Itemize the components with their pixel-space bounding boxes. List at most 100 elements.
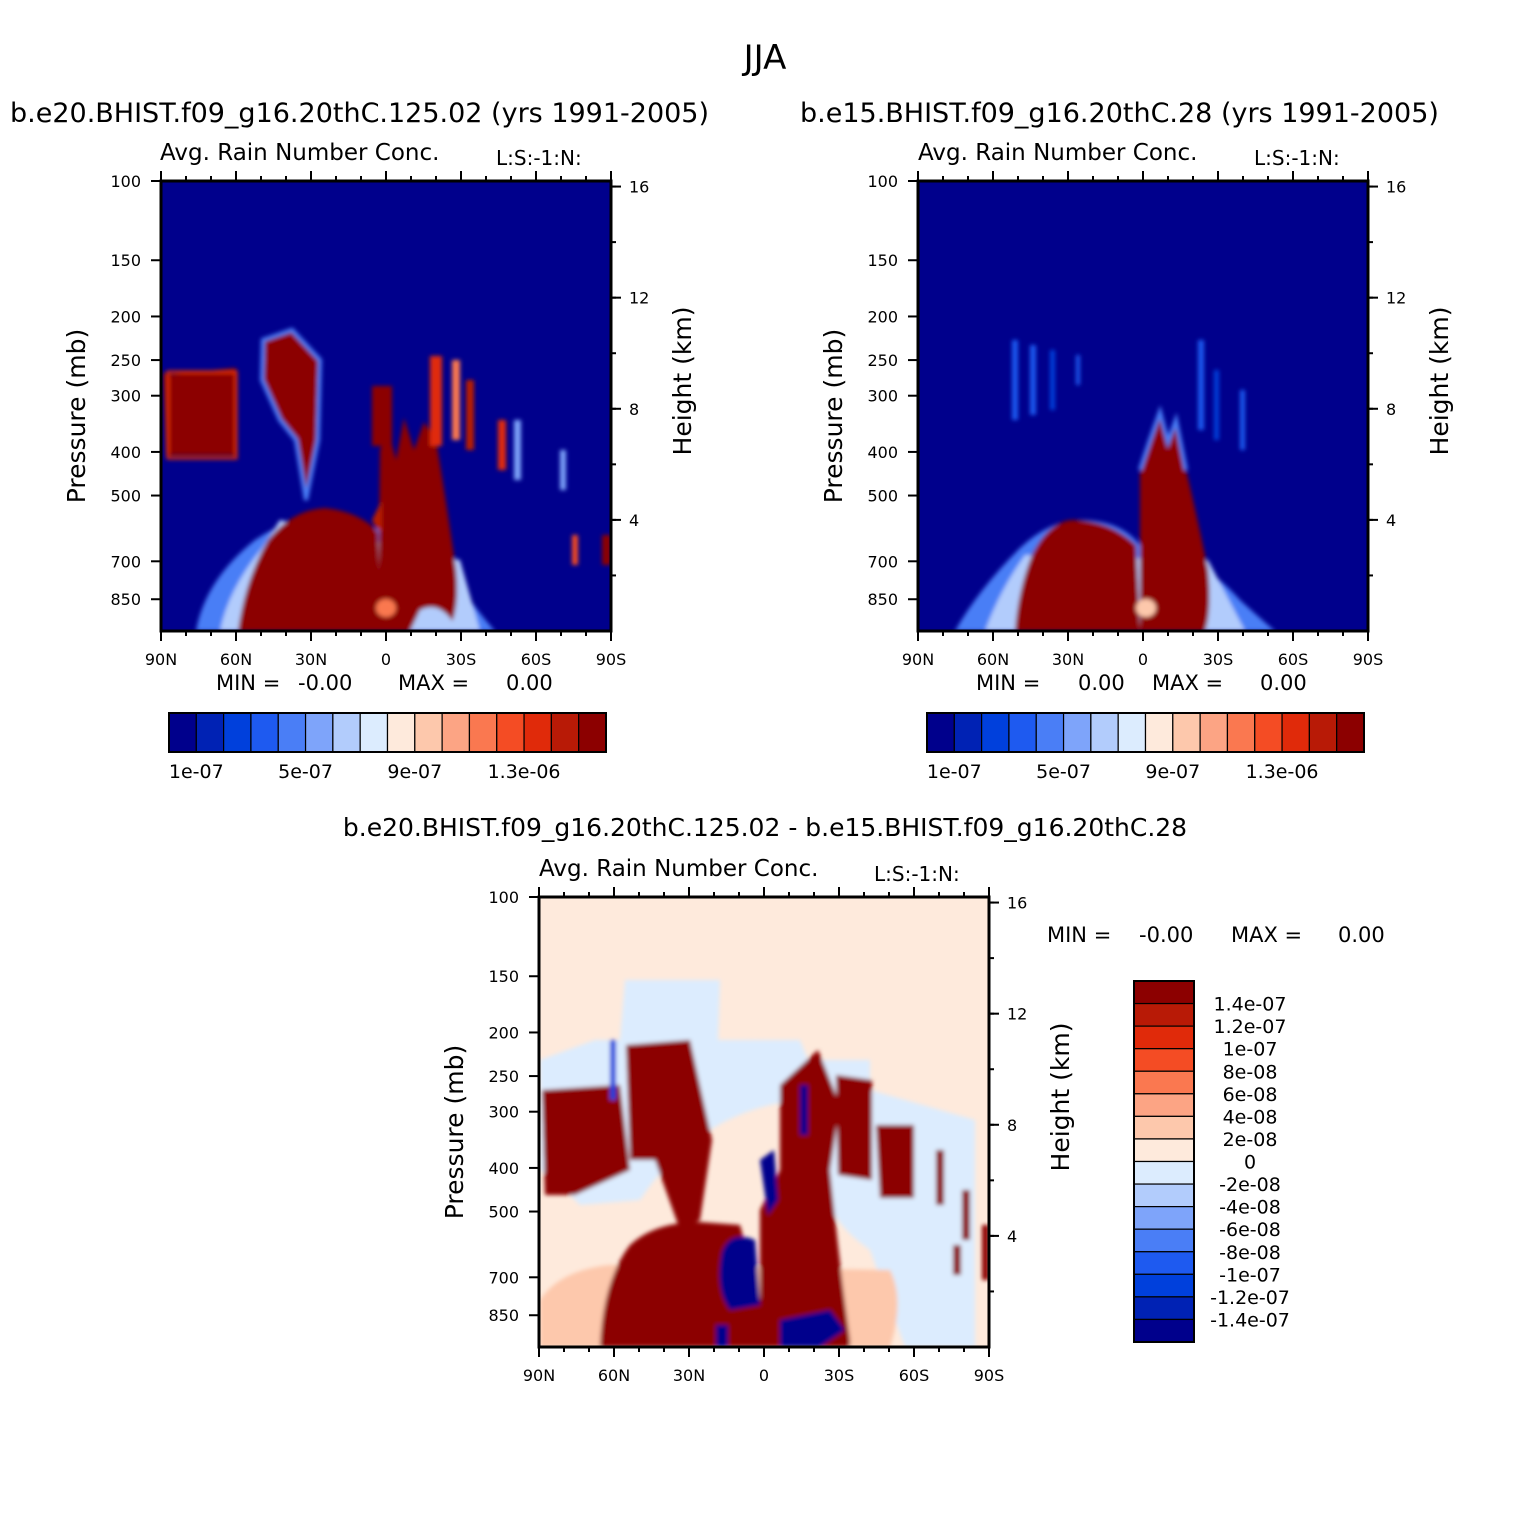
colorbar-box [1172,712,1201,753]
right-min-label: MIN = [976,671,1041,695]
colorbar-tick-label: 4e-08 [1223,1106,1278,1128]
colorbar-tick-label: 6e-08 [1223,1084,1278,1106]
right-y-tick-label: 100 [867,172,898,191]
colorbar-box [168,712,197,753]
right-y-tick-label: 250 [867,351,898,370]
colorbar-box [1308,712,1338,753]
colorbar-tick-label: 2e-08 [1223,1129,1278,1151]
right-y-tick-label: 700 [867,552,898,571]
colorbar-tick-label: -1e-07 [1219,1264,1281,1286]
left-case-title: b.e20.BHIST.f09_g16.20thC.125.02 (yrs 19… [10,98,710,129]
left-y-tick-label: 200 [110,307,141,326]
left-y2-axis-label: Height (km) [668,307,697,456]
colorbar-tick-label: -4e-08 [1219,1197,1281,1219]
colorbar-box [223,712,252,753]
left-max-value: 0.00 [506,671,553,695]
colorbar-tick-label: 1.4e-07 [1214,994,1287,1016]
left-y2-tick-label: 4 [629,511,639,530]
diff-y-tick-label: 300 [488,1103,519,1122]
left-min-value: -0.00 [298,671,353,695]
left-x-tick-label: 30N [295,650,327,669]
diff-case-title: b.e20.BHIST.f09_g16.20thC.125.02 - b.e15… [342,813,1188,842]
colorbar-box [1336,712,1365,753]
left-y2-tick-label: 8 [629,400,639,419]
diff-colorbar: 1.4e-071.2e-071e-078e-086e-084e-082e-080… [1133,980,1290,1343]
left-y-tick-label: 700 [110,552,141,571]
colorbar-box [277,712,307,753]
colorbar-box [1133,1070,1195,1095]
right-max-value: 0.00 [1260,671,1307,695]
colorbar-box [1133,980,1195,1005]
colorbar-tick-label: 1.2e-07 [1214,1016,1287,1038]
left-y-tick-label: 850 [110,590,141,609]
right-max-label: MAX = [1152,671,1224,695]
diff-y-tick-label: 250 [488,1067,519,1086]
left-corner-label: L:S:-1:N: [496,146,582,170]
colorbar-tick-label: 8e-08 [1223,1061,1278,1083]
right-y2-tick-label: 16 [1386,178,1406,197]
colorbar-box [926,712,955,753]
left-x-tick-label: 0 [381,650,391,669]
diff-max-label: MAX = [1231,923,1303,947]
right-x-tick-label: 0 [1138,650,1148,669]
right-x-tick-label: 30S [1203,650,1234,669]
left-y2-tick-label: 16 [629,178,649,197]
colorbar-tick-label: -6e-08 [1219,1219,1281,1241]
diff-field [539,897,989,1347]
left-max-label: MAX = [398,671,470,695]
colorbar-box [1281,712,1310,753]
colorbar-box [359,712,389,753]
diff-y-tick-label: 850 [488,1306,519,1325]
colorbar-box [1133,1273,1195,1298]
colorbar-box [496,712,525,753]
right-y-tick-label: 150 [867,251,898,270]
colorbar-box [1133,1048,1195,1072]
colorbar-box [550,712,580,753]
left-colorbar: 1e-07 5e-07 9e-07 1.3e-06 [168,712,607,783]
diff-y-axis-label: Pressure (mb) [440,1045,469,1219]
diff-y2-tick-label: 8 [1007,1116,1017,1135]
left-plot-title: Avg. Rain Number Conc. [160,140,440,166]
diff-x-tick-label: 30N [673,1366,705,1385]
diff-min-label: MIN = [1047,923,1112,947]
colorbar-tick-label: 5e-07 [1036,761,1091,783]
colorbar-box [1133,1160,1195,1185]
diff-y-tick-label: 400 [488,1159,519,1178]
colorbar-box [1133,1251,1195,1275]
right-x-tick-label: 90N [902,650,934,669]
diff-x-tick-label: 60S [899,1366,930,1385]
colorbar-box [1133,1093,1195,1117]
diff-x-tick-label: 0 [759,1366,769,1385]
colorbar-box [195,712,225,753]
right-y2-axis-label: Height (km) [1425,307,1454,456]
colorbar-tick-label: -2e-08 [1219,1174,1281,1196]
colorbar-tick-label: -1.2e-07 [1210,1287,1290,1309]
diff-axes: 90N 60N 30N 0 30S 60S 90S 100 150 200 250 300 400 500… [440,887,1075,1385]
left-field [161,181,611,631]
colorbar-box [1226,712,1256,753]
colorbar-tick-label: 1.3e-06 [488,761,561,783]
colorbar-box [1062,712,1092,753]
right-min-value: 0.00 [1078,671,1125,695]
colorbar-tick-label: 1e-07 [927,761,982,783]
diff-x-tick-label: 60N [598,1366,630,1385]
diff-min-value: -0.00 [1139,923,1194,947]
diff-y-tick-label: 700 [488,1268,519,1287]
colorbar-tick-label: 9e-07 [387,761,442,783]
right-x-tick-label: 30N [1052,650,1084,669]
colorbar-box [1117,712,1147,753]
diff-x-tick-label: 90N [523,1366,555,1385]
colorbar-box [1133,1228,1195,1253]
left-x-tick-label: 90N [145,650,177,669]
colorbar-box [1133,1115,1195,1140]
right-y2-tick-label: 8 [1386,400,1396,419]
colorbar-tick-label: -8e-08 [1219,1242,1281,1264]
colorbar-box [386,712,416,753]
colorbar-box [1133,1318,1195,1343]
left-y2-tick-label: 12 [629,289,649,308]
left-min-label: MIN = [216,671,281,695]
diff-y-tick-label: 150 [488,967,519,986]
right-y-tick-label: 200 [867,307,898,326]
left-y-tick-label: 150 [110,251,141,270]
diff-plot-title: Avg. Rain Number Conc. [539,856,819,882]
